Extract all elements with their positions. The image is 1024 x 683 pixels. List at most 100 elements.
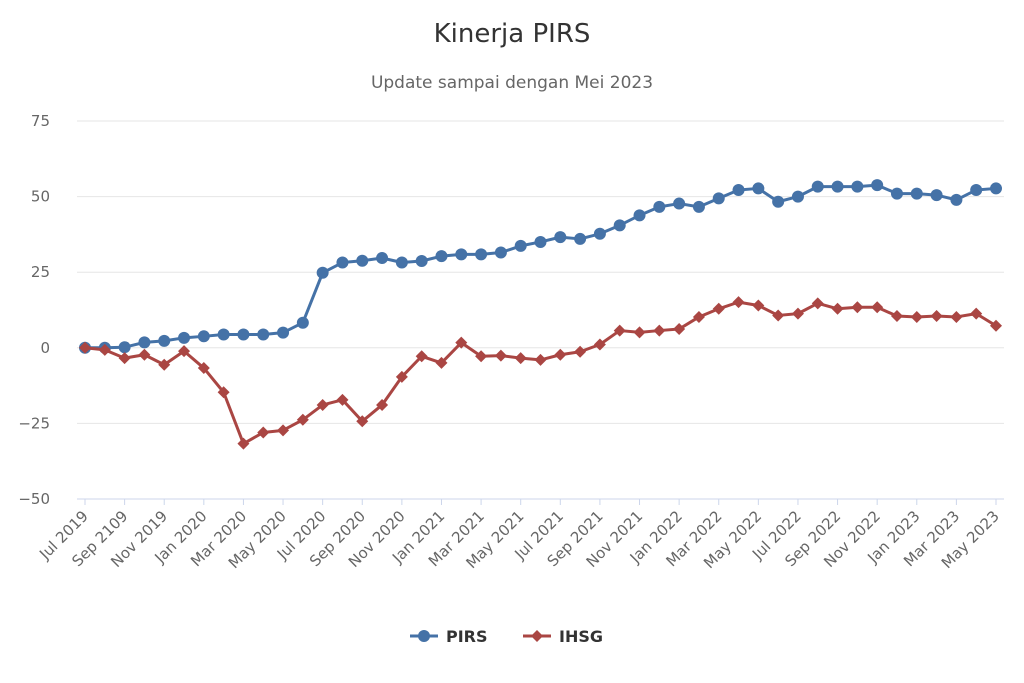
data-point-pirs[interactable]	[890, 187, 903, 200]
data-point-pirs[interactable]	[277, 326, 290, 339]
data-point-pirs[interactable]	[336, 256, 349, 269]
data-point-ihsg[interactable]	[138, 348, 151, 361]
data-point-pirs[interactable]	[415, 255, 428, 268]
data-point-ihsg[interactable]	[158, 358, 171, 371]
data-point-pirs[interactable]	[970, 183, 983, 196]
data-point-pirs[interactable]	[178, 331, 191, 344]
y-tick-label: 50	[31, 188, 50, 206]
data-point-pirs[interactable]	[316, 266, 329, 279]
data-point-pirs[interactable]	[356, 254, 369, 267]
data-point-pirs[interactable]	[990, 182, 1002, 195]
data-point-ihsg[interactable]	[217, 386, 230, 399]
data-point-ihsg[interactable]	[415, 350, 428, 363]
data-point-ihsg[interactable]	[593, 338, 606, 351]
data-point-ihsg[interactable]	[910, 310, 923, 323]
data-point-pirs[interactable]	[950, 193, 963, 206]
data-point-ihsg[interactable]	[296, 413, 309, 426]
data-point-ihsg[interactable]	[871, 301, 884, 314]
y-tick-label: −25	[18, 414, 50, 432]
data-point-ihsg[interactable]	[554, 348, 567, 361]
data-point-ihsg[interactable]	[435, 356, 448, 369]
data-point-ihsg[interactable]	[613, 324, 626, 337]
data-point-pirs[interactable]	[673, 197, 686, 210]
data-point-ihsg[interactable]	[950, 310, 963, 323]
data-point-pirs[interactable]	[237, 328, 250, 341]
data-point-pirs[interactable]	[494, 246, 507, 259]
data-point-pirs[interactable]	[514, 239, 527, 252]
legend[interactable]: PIRS IHSG	[410, 627, 603, 646]
data-point-pirs[interactable]	[554, 231, 567, 244]
data-point-pirs[interactable]	[811, 180, 824, 193]
data-point-ihsg[interactable]	[930, 310, 943, 323]
data-point-ihsg[interactable]	[376, 398, 389, 411]
data-point-pirs[interactable]	[593, 227, 606, 240]
data-point-pirs[interactable]	[217, 328, 230, 341]
legend-item-pirs[interactable]: PIRS	[410, 627, 488, 646]
data-point-pirs[interactable]	[633, 209, 646, 222]
data-point-pirs[interactable]	[296, 316, 309, 329]
data-point-ihsg[interactable]	[574, 345, 587, 358]
data-point-pirs[interactable]	[712, 192, 725, 205]
data-point-pirs[interactable]	[871, 179, 884, 192]
data-point-ihsg[interactable]	[178, 345, 191, 358]
data-point-pirs[interactable]	[118, 341, 131, 354]
data-point-ihsg[interactable]	[197, 362, 210, 375]
data-point-ihsg[interactable]	[970, 307, 983, 320]
data-point-ihsg[interactable]	[79, 341, 91, 354]
data-point-ihsg[interactable]	[277, 424, 290, 437]
data-point-pirs[interactable]	[435, 250, 448, 263]
data-point-ihsg[interactable]	[534, 353, 547, 366]
data-point-pirs[interactable]	[138, 336, 151, 349]
data-point-ihsg[interactable]	[890, 310, 903, 323]
data-point-pirs[interactable]	[752, 182, 765, 195]
data-point-ihsg[interactable]	[336, 393, 349, 406]
data-point-ihsg[interactable]	[811, 297, 824, 310]
data-point-pirs[interactable]	[455, 248, 468, 261]
data-point-pirs[interactable]	[158, 334, 171, 347]
data-point-pirs[interactable]	[831, 180, 844, 193]
data-point-ihsg[interactable]	[791, 307, 804, 320]
data-point-pirs[interactable]	[534, 235, 547, 248]
data-point-pirs[interactable]	[653, 200, 666, 213]
legend-item-ihsg[interactable]: IHSG	[523, 627, 603, 646]
data-point-pirs[interactable]	[613, 219, 626, 232]
data-point-ihsg[interactable]	[772, 309, 785, 322]
data-point-pirs[interactable]	[732, 183, 745, 196]
data-point-ihsg[interactable]	[98, 343, 111, 356]
data-point-pirs[interactable]	[574, 232, 587, 245]
data-point-ihsg[interactable]	[475, 350, 488, 363]
data-point-ihsg[interactable]	[831, 302, 844, 315]
data-point-ihsg[interactable]	[752, 299, 765, 312]
data-point-pirs[interactable]	[772, 195, 785, 208]
data-point-ihsg[interactable]	[990, 319, 1002, 332]
data-point-pirs[interactable]	[475, 248, 488, 261]
data-point-ihsg[interactable]	[356, 415, 369, 428]
data-point-ihsg[interactable]	[653, 324, 666, 337]
data-point-ihsg[interactable]	[633, 326, 646, 339]
data-point-ihsg[interactable]	[257, 426, 270, 439]
chart-subtitle: Update sampai dengan Mei 2023	[371, 73, 653, 93]
data-point-ihsg[interactable]	[851, 301, 864, 314]
data-point-pirs[interactable]	[692, 200, 705, 213]
data-point-ihsg[interactable]	[514, 352, 527, 365]
data-point-pirs[interactable]	[395, 256, 408, 269]
data-point-pirs[interactable]	[910, 187, 923, 200]
data-point-pirs[interactable]	[376, 251, 389, 264]
data-point-pirs[interactable]	[257, 328, 270, 341]
data-point-ihsg[interactable]	[494, 349, 507, 362]
data-point-pirs[interactable]	[197, 330, 210, 343]
data-point-pirs[interactable]	[851, 180, 864, 193]
data-point-ihsg[interactable]	[118, 352, 131, 365]
data-point-ihsg[interactable]	[732, 296, 745, 309]
data-point-ihsg[interactable]	[673, 323, 686, 336]
data-point-ihsg[interactable]	[395, 370, 408, 383]
data-point-ihsg[interactable]	[237, 437, 250, 450]
data-point-pirs[interactable]	[930, 189, 943, 202]
data-point-pirs[interactable]	[791, 190, 804, 203]
data-point-ihsg[interactable]	[316, 398, 329, 411]
data-point-ihsg[interactable]	[692, 310, 705, 323]
data-point-ihsg[interactable]	[712, 302, 725, 315]
grid-lines	[77, 120, 1004, 500]
data-point-ihsg[interactable]	[455, 336, 468, 349]
